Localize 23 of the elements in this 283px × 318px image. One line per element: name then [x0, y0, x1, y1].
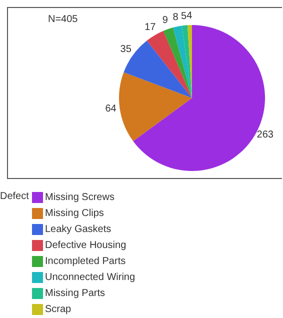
data-label: 64: [105, 104, 117, 115]
pie-slice: [119, 72, 192, 142]
data-label: 17: [144, 22, 156, 33]
data-label: 8: [172, 12, 179, 24]
data-label: 9: [162, 15, 168, 26]
legend-label: Unconnected Wiring: [45, 272, 136, 282]
legend-label: Missing Clips: [45, 208, 104, 218]
legend-label: Incompleted Parts: [45, 256, 126, 266]
legend-label: Missing Screws: [45, 192, 114, 202]
data-label: 4: [186, 10, 193, 22]
legend-label: Scrap: [45, 304, 72, 314]
legend-label: Leaky Gaskets: [45, 224, 112, 234]
data-label: 263: [256, 130, 274, 141]
pie-slice: [146, 30, 192, 98]
data-label: 5: [180, 10, 187, 22]
legend-label: Defective Housing: [45, 240, 126, 250]
pie-slice: [172, 26, 192, 98]
legend-title: Defect: [0, 190, 30, 204]
data-label: 35: [120, 44, 132, 56]
legend-label: Missing Parts: [45, 288, 106, 298]
text: N=405: [48, 14, 78, 25]
pie-slice: [163, 28, 192, 98]
pie-slice: [182, 25, 192, 98]
